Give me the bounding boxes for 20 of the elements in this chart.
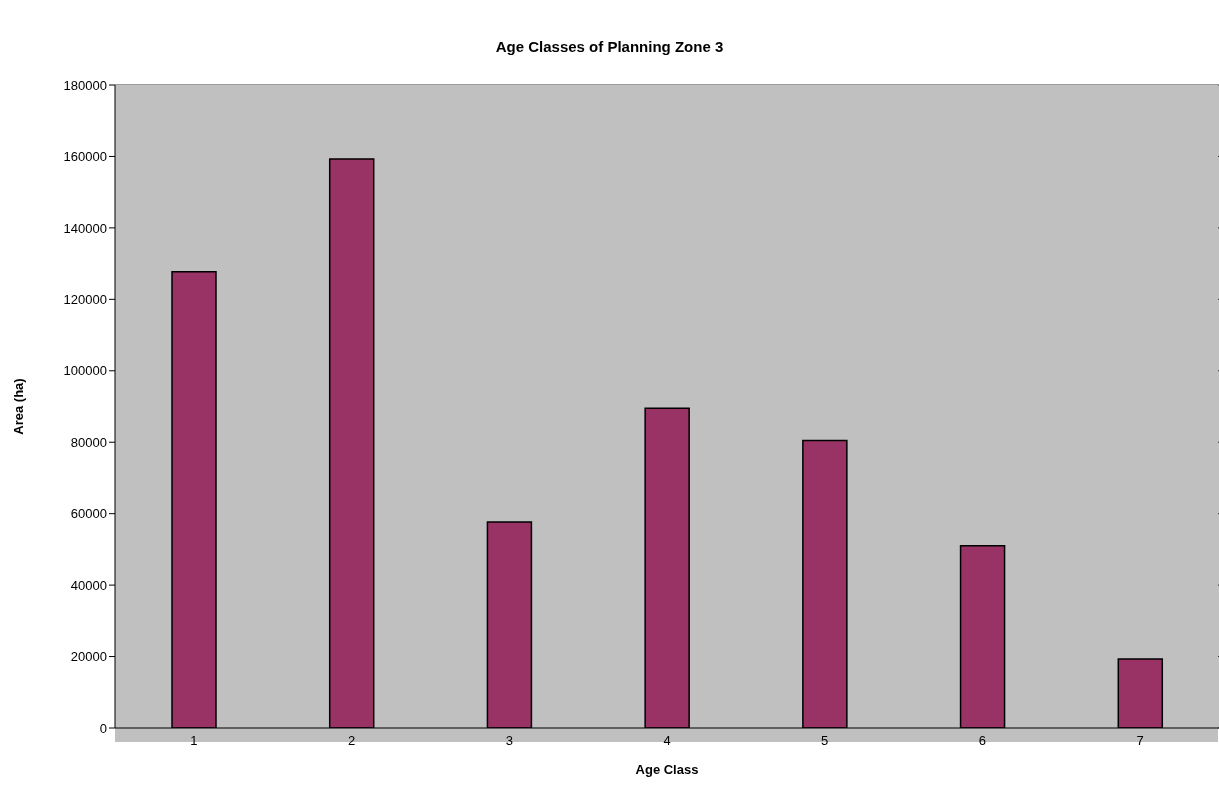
y-tick-label: 40000 <box>70 577 107 593</box>
chart-title: Age Classes of Planning Zone 3 <box>494 38 725 55</box>
y-tick-label: 0 <box>99 720 107 736</box>
y-tick-label: 100000 <box>63 363 107 379</box>
x-tick-label: 1 <box>190 733 198 749</box>
y-axis-title: Area (ha) <box>10 378 26 435</box>
x-tick-label: 4 <box>663 733 671 749</box>
y-tick-label: 20000 <box>70 649 107 665</box>
y-tick-label: 180000 <box>63 77 107 93</box>
x-tick-label: 5 <box>821 733 829 749</box>
x-axis-title: Age Class <box>635 762 699 777</box>
y-tick-label: 60000 <box>70 506 107 522</box>
x-tick-label: 2 <box>347 733 356 749</box>
x-tick-label: 6 <box>978 733 987 749</box>
y-tick-label: 160000 <box>63 149 107 165</box>
y-tick-label: 80000 <box>70 434 107 450</box>
x-tick-label: 7 <box>1136 733 1144 749</box>
y-tick-label: 140000 <box>63 220 107 236</box>
x-tick-label: 3 <box>505 733 513 749</box>
y-tick-label: 120000 <box>63 291 107 307</box>
